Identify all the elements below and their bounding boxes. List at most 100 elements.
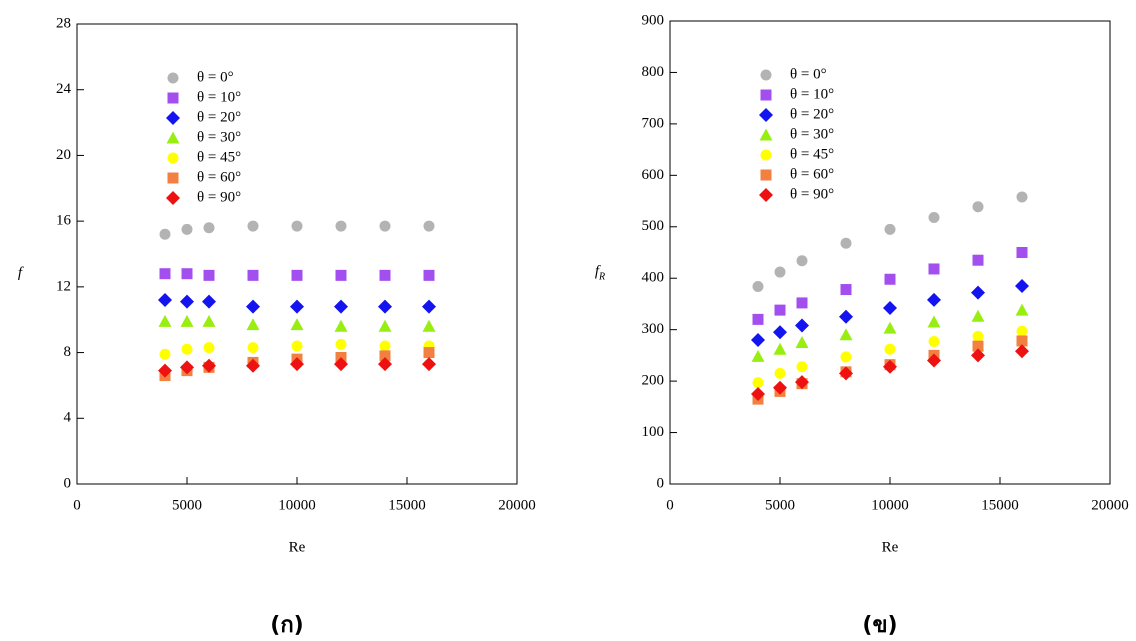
point <box>1015 344 1029 359</box>
point <box>334 299 348 314</box>
point <box>927 353 941 368</box>
point <box>181 268 193 280</box>
x-tick-label: 20000 <box>1091 497 1129 513</box>
point <box>1016 191 1028 203</box>
y-tick-label: 16 <box>56 213 72 229</box>
legend-marker <box>167 72 179 84</box>
point <box>379 350 391 362</box>
legend-marker <box>166 191 180 205</box>
point <box>335 220 347 232</box>
legend-label: θ = 30° <box>790 126 834 142</box>
point <box>839 309 853 324</box>
point <box>883 359 897 374</box>
caption: (ก) <box>270 613 303 638</box>
point <box>247 220 259 232</box>
point <box>202 294 216 309</box>
point <box>928 212 940 224</box>
point <box>334 319 348 332</box>
legend-label: θ = 45° <box>790 146 834 162</box>
point <box>774 304 786 316</box>
point <box>927 292 941 307</box>
legend-marker <box>167 92 179 104</box>
legend-label: θ = 60° <box>197 169 241 185</box>
legend-label: θ = 90° <box>790 186 834 202</box>
plot-frame <box>669 20 1111 485</box>
legend-marker <box>760 149 772 161</box>
point <box>203 222 215 234</box>
point <box>247 269 259 281</box>
legend-label: θ = 60° <box>790 166 834 182</box>
point <box>795 318 809 333</box>
point <box>158 293 172 307</box>
legend-marker <box>760 89 772 101</box>
y-axis-label-main: f <box>595 264 601 280</box>
point <box>928 335 940 347</box>
point <box>1016 247 1028 258</box>
point <box>379 220 391 232</box>
point <box>379 340 391 352</box>
point <box>378 299 392 314</box>
x-tick-label: 10000 <box>871 497 909 513</box>
point <box>884 343 896 355</box>
point <box>971 285 985 300</box>
legend-label: θ = 90° <box>197 189 241 205</box>
point <box>290 318 304 331</box>
y-tick-label: 400 <box>642 270 665 286</box>
x-tick-label: 15000 <box>981 497 1019 513</box>
point <box>158 363 172 378</box>
point <box>773 342 787 355</box>
point <box>1016 325 1028 337</box>
point <box>1015 278 1029 293</box>
x-tick-label: 5000 <box>172 497 202 513</box>
point <box>839 328 853 341</box>
point <box>159 348 171 360</box>
point <box>928 263 940 275</box>
point <box>290 357 304 372</box>
legend-marker <box>167 172 179 184</box>
point <box>1015 303 1029 316</box>
point <box>203 269 215 281</box>
y-tick-label: 8 <box>64 344 72 360</box>
point <box>181 343 193 355</box>
point <box>883 321 897 334</box>
y-axis-label-sub: R <box>598 272 605 283</box>
y-tick-label: 600 <box>642 167 665 183</box>
point <box>334 357 348 372</box>
y-tick-label: 200 <box>642 373 665 389</box>
point <box>796 297 808 309</box>
point <box>202 358 216 373</box>
point <box>422 319 436 332</box>
x-axis-label: Re <box>289 539 306 555</box>
y-tick-label: 800 <box>642 64 665 80</box>
legend-label: θ = 0° <box>197 69 234 85</box>
x-tick-label: 20000 <box>498 497 536 513</box>
point <box>840 351 852 363</box>
legend-label: θ = 10° <box>197 89 241 105</box>
point <box>972 340 984 352</box>
legend-marker <box>760 169 772 181</box>
point <box>422 357 436 372</box>
y-axis-label: fR <box>595 264 605 283</box>
point <box>751 386 765 401</box>
y-tick-label: 12 <box>56 278 71 294</box>
chart: 0 5000 10000 15000 20000 0 100 200 300 400 500 600 7… <box>595 12 1129 555</box>
point <box>972 201 984 213</box>
legend-marker <box>759 128 773 141</box>
point <box>752 313 764 325</box>
point <box>335 338 347 350</box>
y-tick-label: 100 <box>642 424 665 440</box>
y-tick-label: 20 <box>56 147 71 163</box>
point <box>1016 335 1028 347</box>
point <box>422 299 436 314</box>
x-tick-label: 5000 <box>765 497 795 513</box>
legend-label: θ = 20° <box>790 106 834 122</box>
y-axis-label-main: f <box>18 265 24 281</box>
y-tick-label: 4 <box>64 410 72 426</box>
point <box>247 342 259 354</box>
point <box>774 367 786 379</box>
point <box>927 315 941 328</box>
point <box>246 299 260 314</box>
y-tick-label: 500 <box>642 218 665 234</box>
plot-frame <box>76 23 518 485</box>
legend-label: θ = 45° <box>197 149 241 165</box>
